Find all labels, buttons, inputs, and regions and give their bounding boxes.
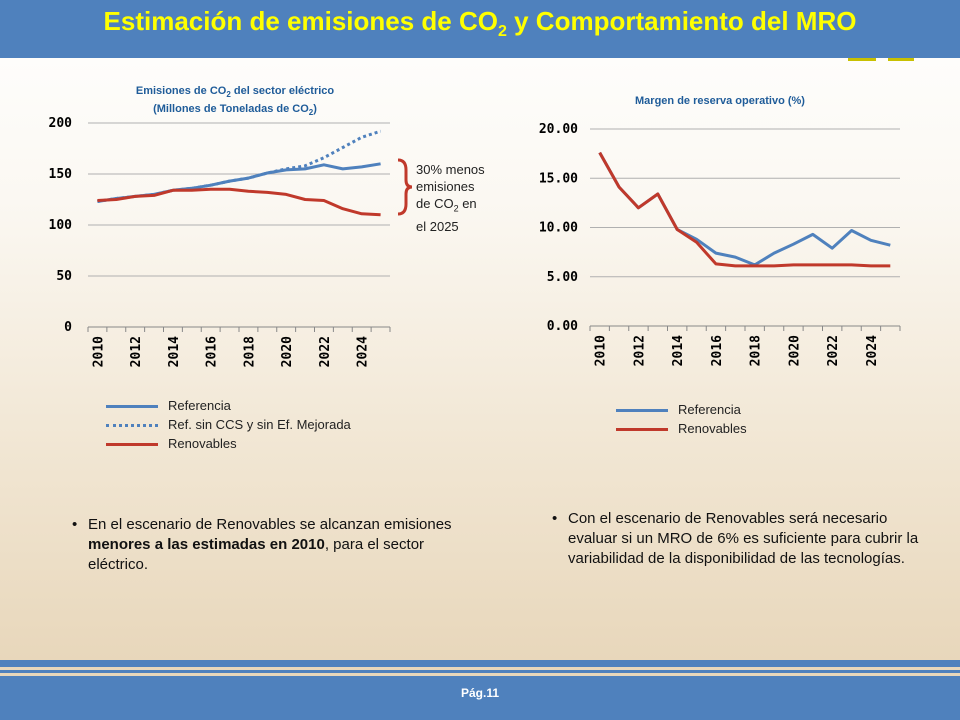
decor-bar-2: [888, 58, 914, 61]
mro-y-tick-label: 20.00: [539, 122, 578, 137]
mro-x-tick-label: 2022: [826, 335, 841, 366]
legend-item-ref-sin-ccs: Ref. sin CCS y sin Ef. Mejorada: [106, 415, 351, 434]
mro-legend: Referencia Renovables: [616, 400, 747, 438]
emissions-x-tick-label: 2012: [129, 336, 144, 367]
mro-x-tick-label: 2012: [632, 335, 647, 366]
legend-item-renovables: Renovables: [106, 434, 351, 453]
mro-x-tick-label: 2014: [671, 335, 686, 366]
emissions-x-tick-label: 2020: [280, 336, 295, 367]
legend-item-referencia: Referencia: [106, 396, 351, 415]
mro-chart-title: Margen de reserva operativo (%): [635, 95, 805, 107]
legend-item-renovables-2: Renovables: [616, 419, 747, 438]
mro-x-tick-label: 2010: [594, 335, 609, 366]
title-bar: Estimación de emisiones de CO2 y Comport…: [0, 0, 960, 58]
mro-y-tick-label: 10.00: [539, 221, 578, 236]
page-title: Estimación de emisiones de CO2 y Comport…: [103, 6, 857, 41]
reduction-brace: [397, 158, 413, 216]
footer-band: [0, 660, 960, 667]
legend-swatch-referencia: [106, 405, 158, 408]
emissions-x-tick-label: 2014: [167, 336, 182, 367]
emissions-x-tick-label: 2018: [242, 336, 257, 367]
emissions-y-tick-label: 50: [56, 269, 72, 284]
reduction-note: 30% menos emisiones de CO2 en el 2025: [416, 162, 485, 234]
emissions-y-tick-label: 150: [49, 167, 73, 182]
legend-item-referencia-2: Referencia: [616, 400, 747, 419]
mro-series-0-line: [598, 151, 891, 267]
mro-y-tick-label: 5.00: [547, 270, 578, 285]
mro-x-tick-label: 2016: [710, 335, 725, 366]
emissions-series-1-line: [97, 129, 382, 203]
decor-bar-1: [848, 58, 876, 61]
mro-x-tick-label: 2018: [749, 335, 764, 366]
emissions-y-tick-label: 0: [64, 320, 72, 335]
mro-series-1-line: [598, 151, 891, 268]
mro-y-tick-label: 0.00: [547, 319, 578, 334]
emissions-series-2-line: [97, 187, 381, 217]
legend-swatch-referencia-2: [616, 409, 668, 412]
bullet-mro: • Con el escenario de Renovables será ne…: [552, 510, 919, 567]
emissions-x-tick-label: 2024: [356, 336, 371, 367]
charts-svg: 0 50 100 150 200 2010 2012 2014 2016 2018 2020 2022…: [49, 116, 901, 367]
bullet-dot-2: •: [552, 510, 558, 527]
legend-swatch-ref-sin-ccs: [106, 424, 158, 427]
page-number: Pág.11: [460, 686, 500, 700]
emissions-y-tick-label: 100: [49, 218, 73, 233]
mro-x-tick-label: 2020: [787, 335, 802, 366]
bullet-emissions: • En el escenario de Renovables se alcan…: [72, 516, 452, 573]
emissions-x-tick-label: 2016: [205, 336, 220, 367]
emissions-x-tick-label: 2010: [91, 336, 106, 367]
mro-y-tick-label: 15.00: [539, 171, 578, 186]
mro-x-tick-label: 2024: [865, 335, 880, 366]
legend-swatch-renovables: [106, 443, 158, 446]
emissions-y-tick-label: 200: [49, 116, 73, 131]
footer-line: [0, 670, 960, 673]
emissions-chart-title: Emisiones de CO2 del sector eléctrico (M…: [135, 85, 335, 118]
legend-swatch-renovables-2: [616, 428, 668, 431]
bullet-dot: •: [72, 516, 78, 533]
emissions-legend: Referencia Ref. sin CCS y sin Ef. Mejora…: [106, 396, 351, 453]
footer: Pág.11: [0, 676, 960, 720]
emissions-x-tick-label: 2022: [318, 336, 333, 367]
